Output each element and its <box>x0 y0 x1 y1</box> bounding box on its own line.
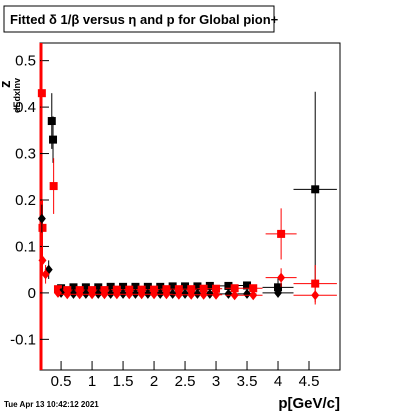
diamond-marker <box>230 290 239 301</box>
diamond-marker <box>38 255 47 266</box>
diamond-marker <box>212 289 221 300</box>
title-box <box>3 5 275 33</box>
square-marker <box>230 284 239 293</box>
x-tick-label: 3.5 <box>237 373 258 390</box>
square-marker <box>131 282 140 291</box>
square-marker <box>212 284 221 293</box>
y-tick-label: 0.5 <box>15 53 36 70</box>
diamond-marker <box>75 289 84 300</box>
square-marker <box>49 135 58 144</box>
square-marker <box>193 282 202 291</box>
x-tick-label: 1 <box>88 373 96 390</box>
y-label: z <box>0 81 14 89</box>
diamond-marker <box>125 289 134 300</box>
square-marker <box>174 285 183 294</box>
y-tick-label: 0 <box>28 285 36 302</box>
square-marker <box>38 223 47 232</box>
square-marker <box>162 285 171 294</box>
diamond-marker <box>41 269 50 280</box>
square-marker <box>156 282 165 291</box>
diamond-marker <box>205 288 214 299</box>
diamond-marker <box>187 289 196 300</box>
diamond-marker <box>311 290 320 301</box>
diamond-marker <box>150 289 159 300</box>
diamond-marker <box>277 272 286 283</box>
square-marker <box>37 89 46 98</box>
y-tick-label: 0.2 <box>15 192 36 209</box>
diamond-marker <box>274 287 283 298</box>
square-marker <box>168 282 177 291</box>
x-tick-label: 0.5 <box>51 373 72 390</box>
diamond-marker <box>100 289 109 300</box>
diamond-marker <box>249 290 258 301</box>
x-tick-label: 3 <box>212 373 220 390</box>
square-marker <box>143 282 152 291</box>
diamond-marker <box>181 288 190 299</box>
timestamp: Tue Apr 13 10:42:12 2021 <box>4 400 99 409</box>
x-tick-label: 2 <box>150 373 158 390</box>
square-marker <box>311 185 320 194</box>
y-tick-label: 0.4 <box>15 99 36 116</box>
diamond-marker <box>112 289 121 300</box>
square-marker <box>94 283 103 292</box>
diamond-marker <box>193 288 202 299</box>
y-label-sub: dEdxInv <box>12 78 22 113</box>
square-marker <box>274 283 283 292</box>
x-tick-label: 2.5 <box>175 373 196 390</box>
square-marker <box>277 229 286 238</box>
square-marker <box>69 283 78 292</box>
y-tick-label: -0.1 <box>10 331 36 348</box>
diamond-marker <box>37 213 46 224</box>
square-marker <box>181 282 190 291</box>
square-marker <box>249 284 258 293</box>
square-marker <box>243 281 252 290</box>
square-marker <box>106 282 115 291</box>
y-tick-label: 0.3 <box>15 146 36 163</box>
diamond-marker <box>63 289 72 300</box>
x-tick-label: 1.5 <box>113 373 134 390</box>
square-marker <box>47 117 56 126</box>
diamond-marker <box>243 288 252 299</box>
diamond-marker <box>53 287 62 298</box>
chart-title: Fitted δ 1/β versus η and p for Global p… <box>10 12 279 27</box>
square-marker <box>311 279 320 288</box>
diamond-marker <box>199 289 208 300</box>
diamond-marker <box>137 289 146 300</box>
x-tick-label: 4 <box>274 373 282 390</box>
diamond-marker <box>88 289 97 300</box>
square-marker <box>49 182 58 191</box>
square-marker <box>119 282 128 291</box>
x-tick-label: 4.5 <box>299 373 320 390</box>
y-tick-label: 0.1 <box>15 238 36 255</box>
square-marker <box>81 283 90 292</box>
x-label: p[GeV/c] <box>278 395 340 412</box>
square-marker <box>187 285 196 294</box>
square-marker <box>224 281 233 290</box>
square-marker <box>199 284 208 293</box>
diamond-marker <box>174 289 183 300</box>
diamond-marker <box>224 288 233 299</box>
square-marker <box>205 281 214 290</box>
diamond-marker <box>162 289 171 300</box>
